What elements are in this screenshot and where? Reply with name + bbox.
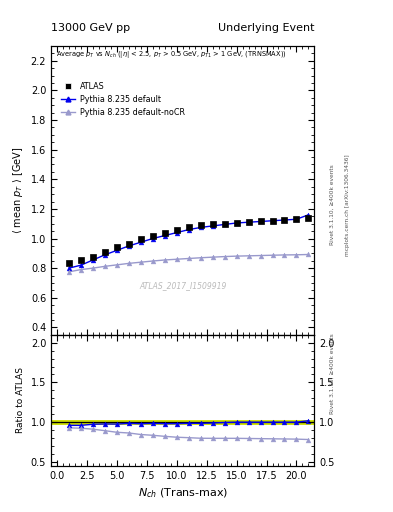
Legend: ATLAS, Pythia 8.235 default, Pythia 8.235 default-noCR: ATLAS, Pythia 8.235 default, Pythia 8.23… [58, 79, 188, 120]
Y-axis label: $\langle$ mean $p_T$ $\rangle$ [GeV]: $\langle$ mean $p_T$ $\rangle$ [GeV] [11, 147, 25, 234]
Text: Rivet 3.1.10, ≥400k events: Rivet 3.1.10, ≥400k events [330, 333, 334, 414]
Text: 13000 GeV pp: 13000 GeV pp [51, 23, 130, 33]
Text: Average $p_T$ vs $N_{ch}$ ($|\eta|$ < 2.5, $p_T$ > 0.5 GeV, $p_{T1}$ > 1 GeV, (T: Average $p_T$ vs $N_{ch}$ ($|\eta|$ < 2.… [56, 49, 287, 60]
Text: mcplots.cern.ch [arXiv:1306.3436]: mcplots.cern.ch [arXiv:1306.3436] [345, 154, 350, 255]
Y-axis label: Ratio to ATLAS: Ratio to ATLAS [16, 367, 25, 433]
Text: Underlying Event: Underlying Event [218, 23, 314, 33]
Text: ATLAS_2017_I1509919: ATLAS_2017_I1509919 [139, 281, 226, 290]
Text: Rivet 3.1.10, ≥400k events: Rivet 3.1.10, ≥400k events [330, 164, 334, 245]
X-axis label: $N_{ch}$ (Trans-max): $N_{ch}$ (Trans-max) [138, 486, 228, 500]
